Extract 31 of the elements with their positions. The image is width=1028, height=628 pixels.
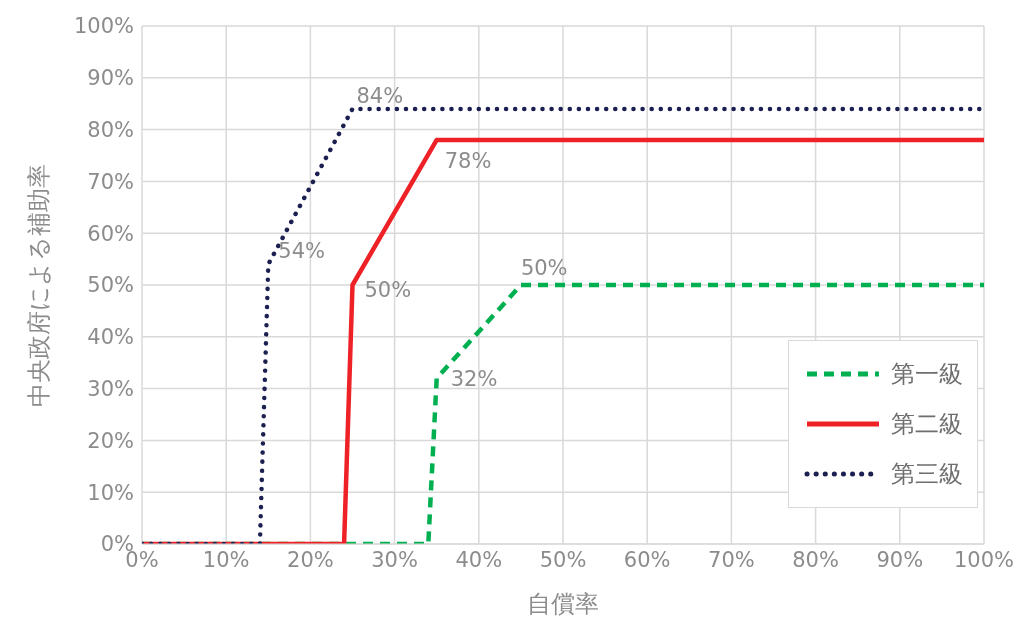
annotation: 84% (356, 83, 404, 108)
x-tick-label: 50% (539, 547, 587, 572)
annotation: 78% (444, 148, 492, 173)
x-tick-label: 20% (287, 547, 334, 572)
x-tick-label: 40% (455, 547, 503, 572)
x-axis-title: 自償率 (527, 590, 599, 618)
x-tick-label: 30% (371, 547, 418, 572)
annotation: 50% (520, 256, 568, 280)
y-tick-label: 70% (87, 169, 134, 194)
y-tick-label: 10% (87, 480, 134, 505)
x-tick-label: 10% (202, 547, 250, 572)
y-tick-label: 50% (87, 273, 134, 298)
x-tick-label: 80% (792, 547, 839, 572)
x-tick-label: 70% (708, 547, 755, 572)
annotation: 32% (450, 367, 498, 392)
y-tick-label: 80% (87, 118, 134, 143)
annotation: 50% (364, 278, 412, 302)
y-tick-label: 100% (73, 14, 134, 39)
y-tick-label: 60% (87, 221, 134, 246)
annotation: 54% (278, 239, 325, 264)
y-tick-label: 40% (87, 325, 134, 350)
legend-label: 第二級 (891, 409, 963, 440)
y-tick-label: 30% (87, 377, 134, 402)
x-tick-label: 100% (953, 547, 1015, 572)
legend-label: 第一級 (891, 359, 963, 390)
x-tick-label: 60% (623, 547, 671, 572)
y-tick-label: 20% (87, 428, 134, 453)
legend-label: 第三級 (891, 459, 963, 490)
y-tick-label: 90% (87, 66, 134, 91)
y-axis-title: 中央政府による補助率 (24, 163, 53, 407)
x-tick-label: 90% (876, 547, 924, 572)
